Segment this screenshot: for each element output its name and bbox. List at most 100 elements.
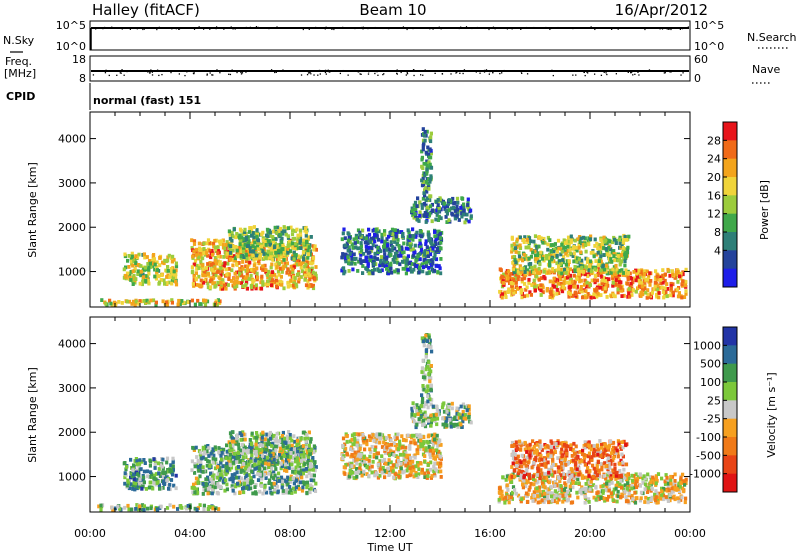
range-cell [308, 252, 312, 257]
range-cell [387, 254, 391, 258]
range-cell [240, 273, 244, 278]
range-cell [292, 265, 296, 269]
range-cell [147, 265, 151, 270]
nsky-dot [121, 27, 124, 29]
range-cell [214, 447, 218, 452]
range-cell [583, 236, 587, 241]
range-cell [212, 244, 216, 249]
range-cell [171, 467, 175, 472]
range-cell [276, 490, 280, 495]
range-cell [560, 289, 565, 294]
range-cell [406, 241, 410, 246]
range-cell [378, 263, 382, 268]
range-cell [380, 445, 385, 449]
range-cell [133, 487, 137, 492]
range-cell [383, 475, 387, 480]
range-cell [620, 253, 624, 257]
range-cell [309, 459, 313, 464]
range-cell [600, 240, 605, 245]
range-cell [627, 291, 631, 296]
nsky-dot [268, 28, 270, 30]
range-cell [289, 278, 293, 283]
range-cell [434, 440, 438, 445]
nsky-dot [104, 26, 106, 29]
range-cell [357, 259, 361, 264]
range-cell [373, 255, 377, 260]
range-cell [511, 260, 515, 265]
nave-dot [120, 72, 122, 74]
range-cell [303, 271, 307, 276]
range-cell [261, 443, 265, 448]
range-cell [539, 283, 543, 288]
range-cell [663, 272, 667, 277]
range-cell [590, 278, 594, 283]
range-cell [299, 459, 304, 463]
range-cell [294, 459, 298, 464]
range-cell [643, 286, 647, 291]
range-cell [406, 456, 410, 461]
range-cell [238, 271, 242, 276]
nave-dot [368, 71, 370, 73]
range-cell [190, 298, 194, 303]
range-cell [304, 283, 309, 288]
range-cell [233, 258, 237, 263]
range-cell [459, 206, 463, 210]
range-cell [208, 464, 212, 469]
range-cell [412, 234, 416, 238]
nsky-dot [525, 26, 528, 29]
range-cell [388, 231, 392, 236]
range-cell [290, 462, 294, 467]
range-cell [565, 240, 570, 245]
range-cell [226, 453, 230, 457]
range-cell [523, 235, 527, 239]
range-cell [351, 267, 355, 272]
range-cell [603, 239, 607, 244]
range-cell [432, 255, 436, 260]
range-cell [406, 247, 410, 251]
range-cell [427, 160, 431, 165]
range-cell [681, 279, 685, 284]
range-cell [562, 267, 567, 272]
range-cell [297, 277, 301, 282]
range-cell [575, 284, 579, 289]
range-cell [245, 486, 249, 490]
range-cell [423, 460, 427, 464]
range-cell [455, 204, 459, 209]
range-cell [125, 465, 129, 469]
range-cell [209, 477, 213, 482]
range-cell [200, 283, 204, 288]
range-cell [376, 267, 380, 272]
range-cell [231, 263, 235, 268]
range-cell [444, 215, 448, 219]
range-cell [238, 273, 242, 278]
range-cell [593, 244, 597, 248]
range-cell [148, 458, 152, 463]
nsky-dot [484, 27, 486, 30]
range-cell [206, 444, 210, 448]
nave-dot [441, 73, 444, 75]
range-cell [238, 448, 242, 453]
range-cell [312, 444, 316, 449]
range-cell [372, 267, 377, 272]
range-cell [359, 241, 363, 245]
range-cell [138, 477, 142, 482]
range-cell [251, 457, 255, 462]
range-cell [234, 235, 238, 240]
range-cell [194, 476, 199, 481]
range-cell [174, 473, 178, 478]
nsky-dot [302, 28, 304, 31]
range-cell [622, 256, 626, 261]
range-cell [676, 269, 680, 274]
range-cell [366, 264, 370, 269]
range-cell [202, 487, 206, 492]
range-cell [532, 270, 536, 275]
range-cell [302, 241, 306, 246]
range-cell [428, 162, 432, 167]
range-cell [301, 238, 306, 243]
range-cell [258, 448, 262, 452]
range-cell [241, 266, 245, 271]
range-cell [201, 465, 205, 470]
range-cell [299, 234, 303, 238]
range-cell [522, 276, 526, 281]
range-cell [267, 269, 271, 274]
